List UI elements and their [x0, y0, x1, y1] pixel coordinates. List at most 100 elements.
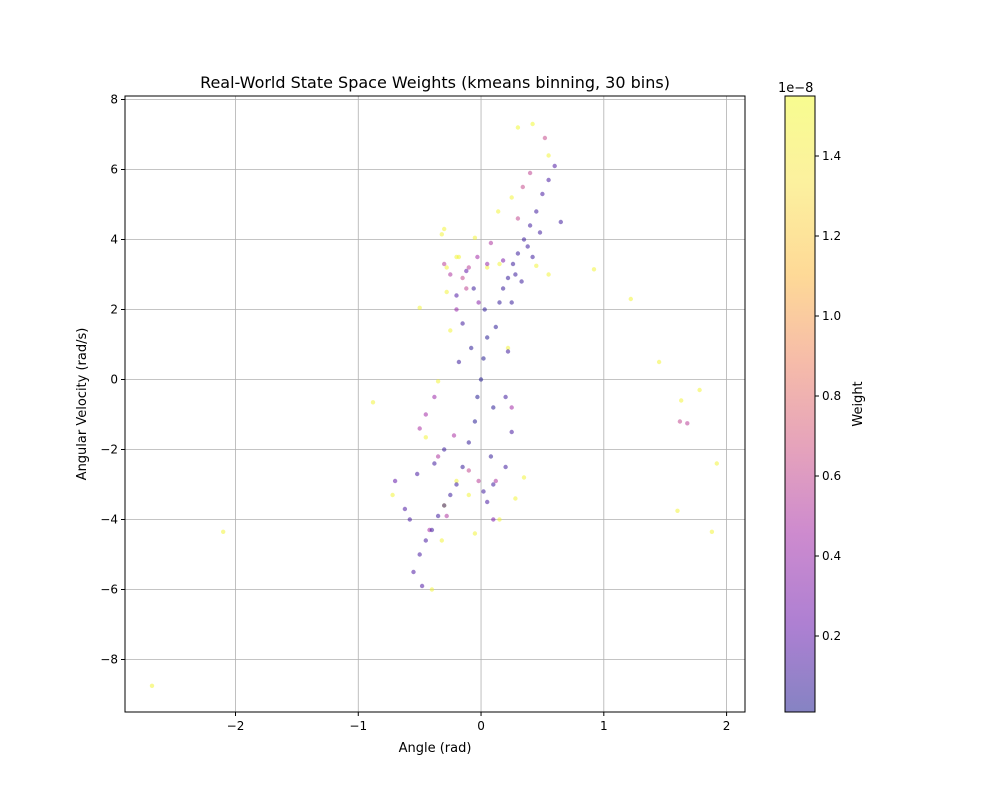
scatter-point: [472, 419, 478, 424]
scatter-point: [509, 300, 514, 305]
colorbar-tick-label: 0.4: [822, 549, 841, 563]
scatter-point: [464, 286, 469, 291]
scatter-point: [591, 267, 597, 272]
scatter-point: [442, 447, 447, 452]
scatter-point: [481, 356, 486, 361]
scatter-point: [149, 683, 155, 688]
scatter-point: [685, 421, 690, 426]
scatter-point: [513, 496, 518, 501]
scatter-point: [521, 475, 527, 480]
colorbar-tick-label: 0.8: [822, 389, 841, 403]
x-tick-label: −1: [349, 719, 367, 733]
scatter-point: [628, 296, 633, 302]
scatter-point: [417, 426, 422, 431]
scatter-point: [530, 121, 535, 127]
scatter-point: [515, 251, 521, 256]
scatter-point: [485, 261, 490, 267]
y-axis: −8 −6 −4 −2 0 2 4 6 8: [100, 93, 125, 667]
scatter-point: [460, 275, 465, 281]
scatter-point: [500, 286, 506, 291]
scatter-point: [407, 517, 412, 522]
scatter-point: [546, 153, 551, 158]
colorbar-tick-label: 1.4: [822, 149, 841, 163]
scatter-point: [500, 258, 506, 263]
scatter-point: [454, 478, 459, 484]
scatter-point: [432, 394, 437, 400]
scatter-point: [472, 531, 478, 536]
scatter-point: [546, 272, 551, 277]
scatter-point: [546, 177, 551, 183]
scatter-point: [515, 125, 521, 130]
scatter-point: [392, 478, 398, 484]
y-tick-label: −4: [100, 513, 118, 527]
y-axis-label: Angular Velocity (rad/s): [75, 328, 90, 481]
scatter-point: [439, 232, 444, 237]
x-axis-label: Angle (rad): [399, 741, 472, 756]
scatter-point: [677, 419, 683, 424]
scatter-point: [527, 223, 533, 228]
scatter-point: [411, 569, 416, 575]
scatter-point: [475, 394, 480, 400]
scatter-point: [497, 261, 502, 267]
scatter-point: [444, 513, 449, 519]
scatter-point: [493, 324, 498, 330]
scatter-point: [491, 405, 496, 410]
scatter-point: [435, 454, 441, 459]
scatter-point: [423, 435, 428, 440]
scatter-point: [552, 163, 557, 169]
scatter-point: [475, 254, 480, 260]
scatter-point: [402, 506, 408, 512]
colorbar: [784, 95, 816, 713]
scatter-point: [656, 359, 662, 365]
scatter-point: [497, 300, 502, 305]
scatter-point: [525, 244, 530, 249]
scatter-point: [390, 492, 395, 498]
scatter-point: [448, 328, 453, 333]
scatter-point: [558, 219, 563, 225]
scatter-point: [679, 398, 684, 403]
scatter-point: [460, 464, 465, 470]
scatter-point: [454, 307, 459, 312]
scatter-point: [542, 135, 548, 141]
scatter-point: [476, 300, 481, 305]
scatter-point: [488, 454, 494, 459]
scatter-point: [503, 394, 508, 400]
x-tick-label: 1: [600, 719, 608, 733]
scatter-point: [491, 482, 496, 487]
scatter-point: [469, 345, 474, 351]
colorbar-tick-label: 0.6: [822, 469, 841, 483]
scatter-point: [466, 492, 471, 498]
scatter-point: [471, 286, 476, 291]
x-tick-label: −2: [227, 719, 245, 733]
scatter-point: [456, 359, 462, 365]
scatter-point: [491, 517, 496, 522]
scatter-point: [448, 492, 453, 498]
scatter-point: [509, 195, 514, 200]
scatter-point: [515, 216, 521, 221]
scatter-point: [435, 379, 441, 384]
scatter-point: [534, 209, 539, 214]
scatter-point: [466, 265, 471, 270]
scatter-point: [454, 482, 459, 487]
y-tick-label: 2: [110, 303, 118, 317]
grid-lines: [125, 96, 745, 712]
scatter-point: [510, 261, 516, 267]
plot-area-frame: [124, 95, 746, 713]
scatter-point: [466, 440, 471, 445]
scatter-point: [709, 529, 715, 534]
colorbar-exponent-label: 1e−8: [778, 81, 813, 96]
scatter-point: [370, 400, 376, 405]
scatter-point: [432, 461, 437, 466]
scatter-point: [530, 254, 535, 260]
scatter-point: [456, 254, 462, 260]
scatter-point: [472, 235, 478, 240]
scatter-point: [697, 387, 702, 393]
scatter-point: [442, 261, 447, 267]
colorbar-label: Weight: [851, 381, 866, 426]
scatter-point: [493, 478, 498, 484]
scatter-point: [497, 517, 502, 522]
scatter-point: [460, 321, 465, 326]
scatter-point: [503, 464, 508, 470]
